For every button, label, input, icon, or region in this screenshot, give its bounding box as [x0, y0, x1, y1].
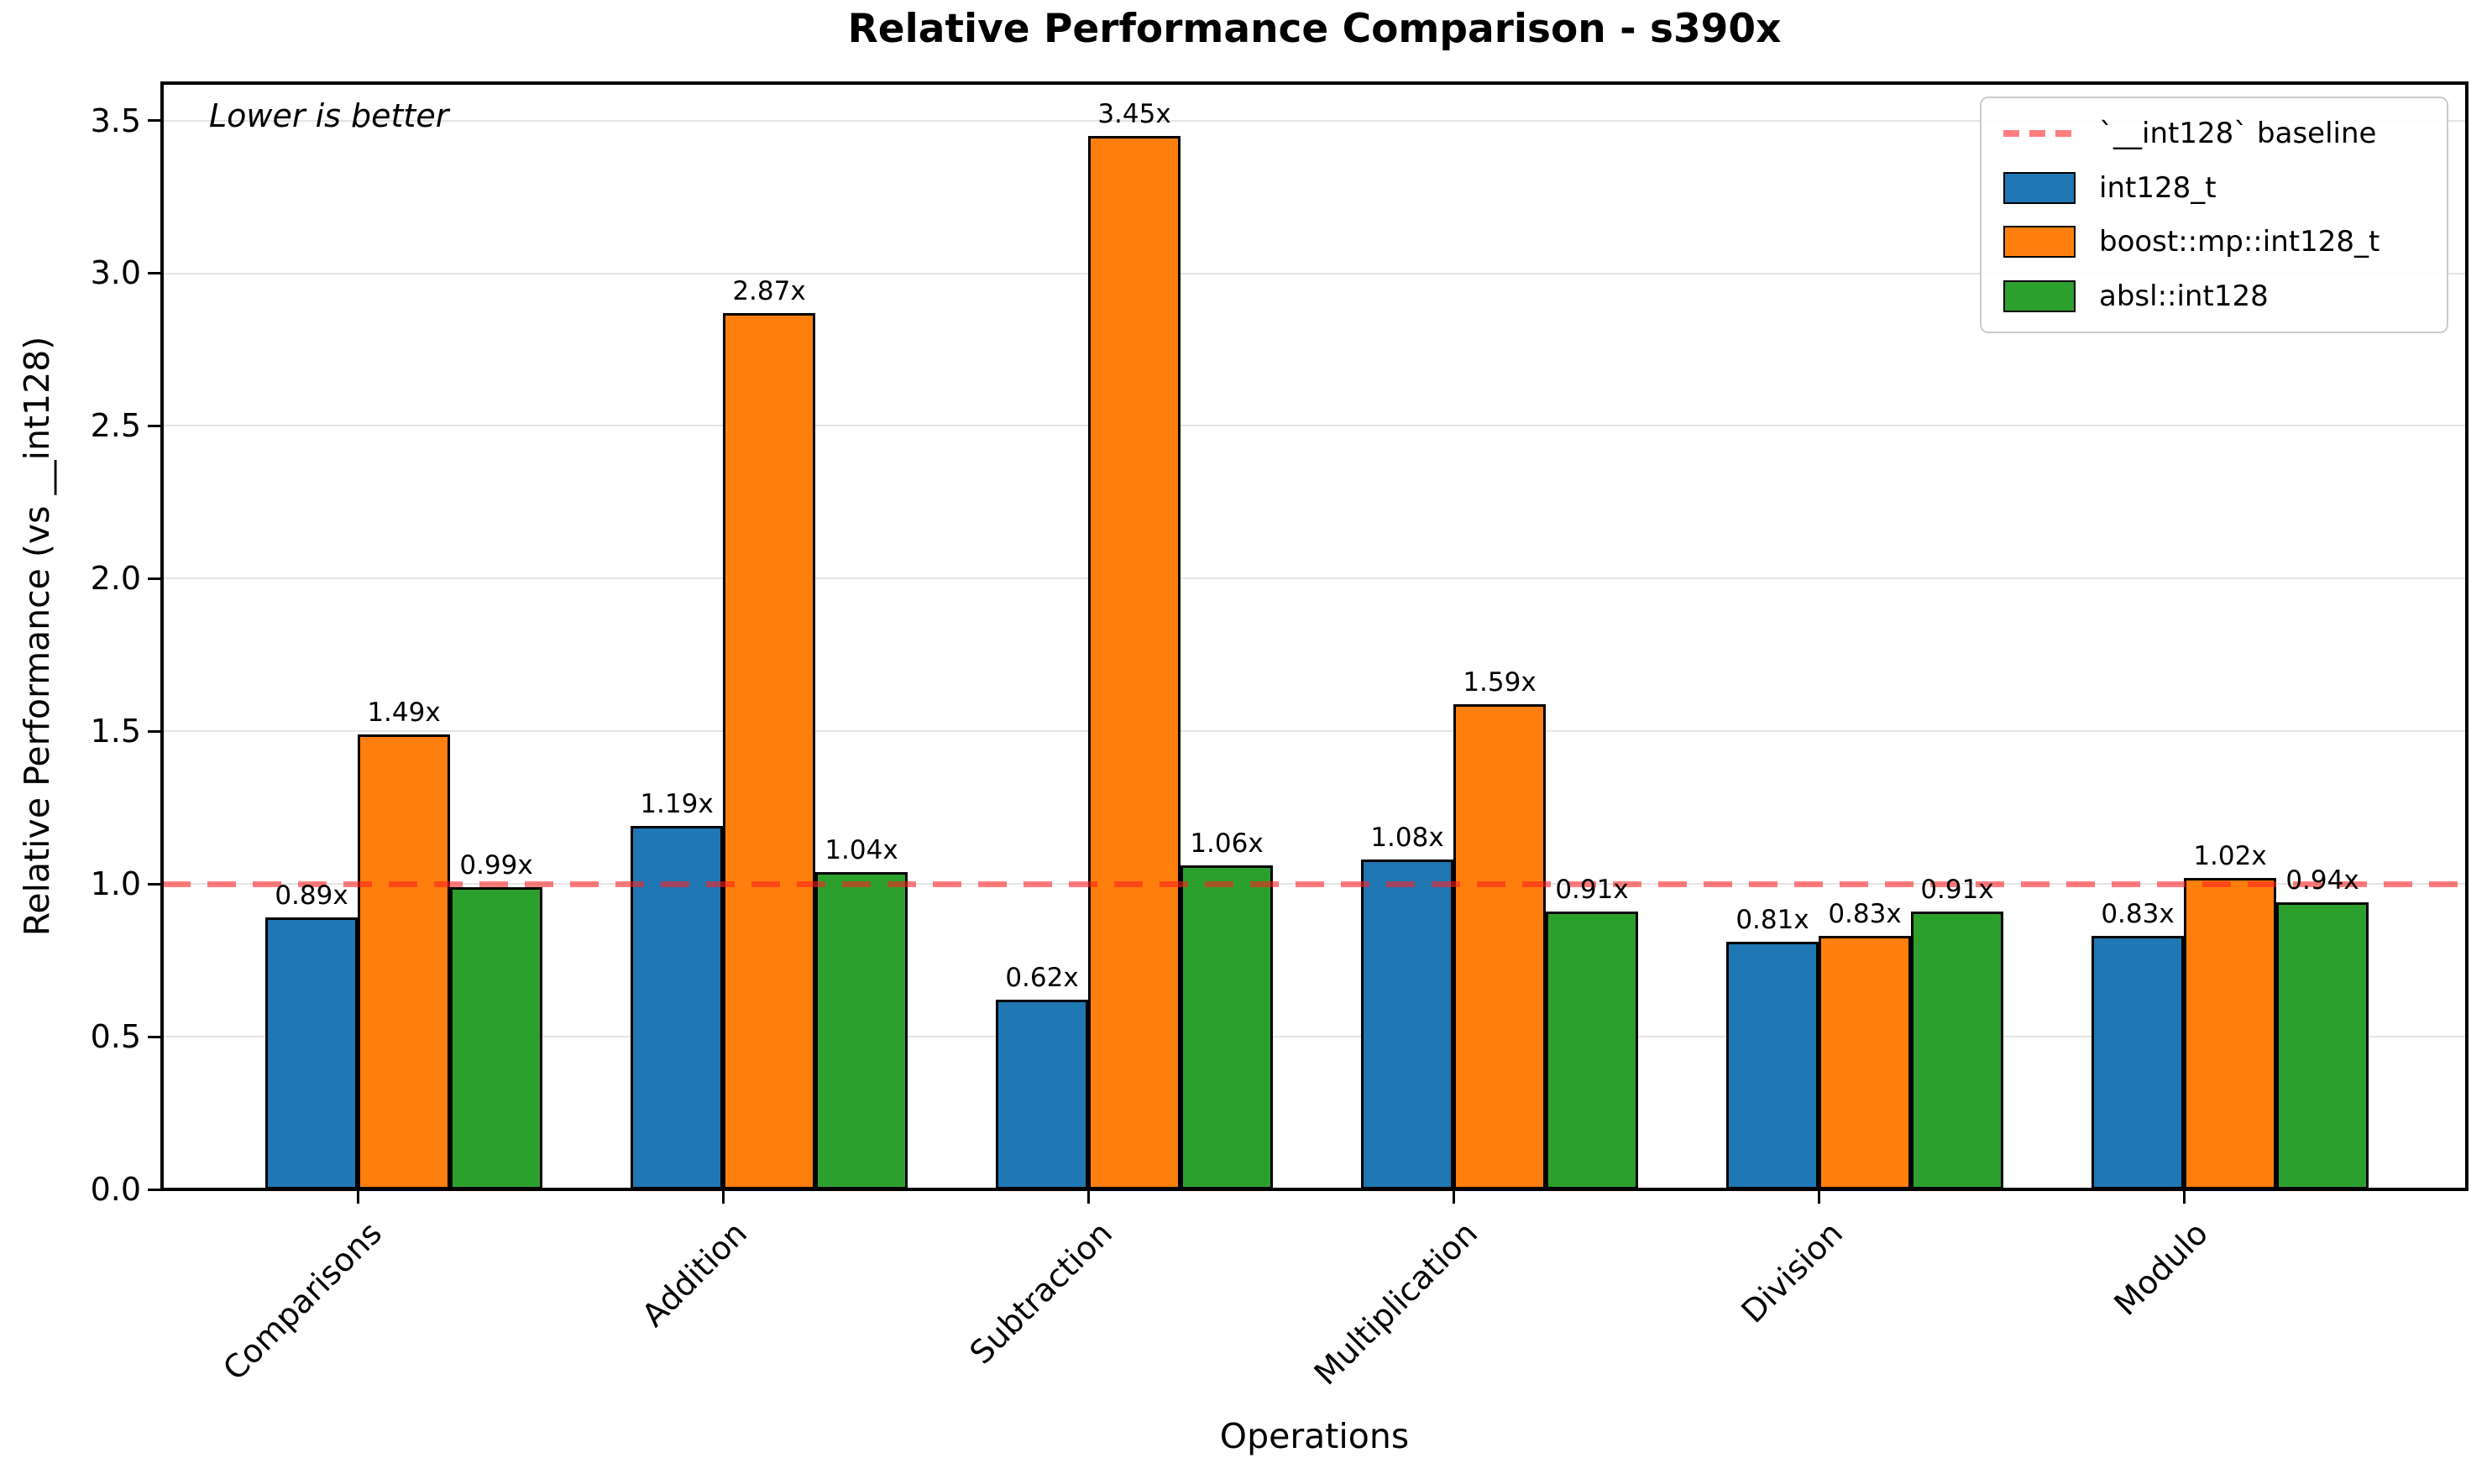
bar-value-label: 2.87x — [732, 275, 806, 306]
bar-int128_t-Comparisons — [265, 917, 358, 1189]
bar-absl::int128-Addition — [815, 871, 908, 1189]
legend-label: `__int128` baseline — [2099, 117, 2377, 151]
gridline — [162, 577, 2467, 580]
gridline — [162, 730, 2467, 733]
x-tick-mark — [356, 1189, 359, 1204]
bar-value-label: 0.81x — [1736, 905, 1809, 936]
legend-item-int128_t: int128_t — [2003, 171, 2438, 205]
plot-area: Lower is better `__int128` baseline int1… — [160, 81, 2468, 1191]
bar-value-label: 1.19x — [640, 789, 714, 820]
bar-value-label: 1.06x — [1190, 828, 1264, 860]
legend-item-boost-int128_t: boost::mp::int128_t — [2003, 225, 2438, 259]
x-tick-mark — [1817, 1189, 1820, 1204]
baseline-dashed-line — [162, 880, 2467, 887]
bar-absl::int128-Multiplication — [1546, 911, 1638, 1189]
bar-int128_t-Modulo — [2092, 936, 2184, 1189]
bar-value-label: 1.02x — [2193, 840, 2267, 871]
bar-value-label: 0.89x — [275, 880, 348, 912]
legend-item-absl-int128: absl::int128 — [2003, 280, 2438, 313]
y-tick-label: 3.0 — [90, 254, 141, 292]
x-tick-mark — [2182, 1189, 2186, 1204]
legend-label: int128_t — [2099, 170, 2217, 205]
bar-value-label: 1.08x — [1370, 823, 1444, 854]
chart-title: Relative Performance Comparison - s390x — [847, 6, 1782, 52]
y-tick-label: 2.0 — [90, 560, 141, 598]
y-tick-label: 0.5 — [90, 1018, 141, 1056]
bar-int128_t-Multiplication — [1361, 860, 1453, 1189]
gridline — [162, 425, 2467, 427]
x-tick-mark — [1086, 1189, 1090, 1204]
bar-absl::int128-Modulo — [2276, 902, 2369, 1189]
bar-value-label: 0.62x — [1005, 963, 1079, 994]
y-tick-mark — [148, 271, 162, 274]
bar-boost::mp::int128_t-Division — [1819, 936, 1911, 1189]
legend: `__int128` baseline int128_t boost::mp::… — [1980, 97, 2448, 333]
bar-value-label: 1.59x — [1463, 666, 1537, 698]
bar-absl::int128-Division — [1911, 911, 2003, 1189]
gridline — [162, 272, 2467, 274]
series-color-swatch — [2003, 280, 2076, 312]
y-tick-label: 1.0 — [90, 865, 141, 903]
y-tick-mark — [148, 577, 162, 580]
x-tick-mark — [1452, 1189, 1455, 1204]
y-tick-label: 0.0 — [90, 1171, 141, 1208]
legend-label: boost::mp::int128_t — [2099, 225, 2380, 259]
bar-value-label: 0.94x — [2285, 865, 2359, 896]
bar-value-label: 0.91x — [1920, 874, 1994, 905]
baseline-dash-sample — [2003, 130, 2076, 138]
y-tick-label: 3.5 — [90, 102, 141, 139]
series-color-swatch — [2003, 171, 2076, 204]
bar-boost::mp::int128_t-Subtraction — [1088, 135, 1181, 1189]
lower-is-better-annotation: Lower is better — [209, 97, 449, 134]
x-axis-label: Operations — [1219, 1416, 1410, 1456]
bar-boost::mp::int128_t-Comparisons — [358, 734, 450, 1189]
legend-label: absl::int128 — [2099, 279, 2269, 313]
bar-boost::mp::int128_t-Addition — [723, 312, 815, 1189]
y-tick-mark — [148, 424, 162, 427]
bar-boost::mp::int128_t-Multiplication — [1453, 703, 1546, 1189]
bar-int128_t-Division — [1726, 942, 1819, 1189]
bar-value-label: 1.49x — [367, 697, 441, 728]
y-tick-label: 2.5 — [90, 407, 141, 445]
legend-item-baseline: `__int128` baseline — [2003, 117, 2438, 150]
bar-boost::mp::int128_t-Modulo — [2184, 877, 2276, 1189]
gridline — [162, 1036, 2467, 1038]
bar-value-label: 0.83x — [1828, 899, 1902, 930]
bar-value-label: 1.04x — [825, 834, 898, 865]
gridline — [162, 119, 2467, 122]
bar-absl::int128-Subtraction — [1181, 865, 1273, 1189]
y-tick-mark — [148, 882, 162, 886]
x-tick-mark — [721, 1189, 725, 1204]
bar-value-label: 0.99x — [459, 849, 533, 880]
bar-int128_t-Subtraction — [996, 1000, 1088, 1189]
bar-value-label: 0.83x — [2101, 899, 2175, 930]
bar-absl::int128-Comparisons — [450, 886, 542, 1189]
y-tick-mark — [148, 729, 162, 733]
y-tick-mark — [148, 1035, 162, 1038]
y-tick-mark — [148, 119, 162, 123]
y-tick-mark — [148, 1188, 162, 1191]
bar-value-label: 0.91x — [1555, 874, 1629, 905]
series-color-swatch — [2003, 226, 2076, 259]
bar-value-label: 3.45x — [1097, 98, 1171, 129]
y-tick-label: 1.5 — [90, 713, 141, 750]
